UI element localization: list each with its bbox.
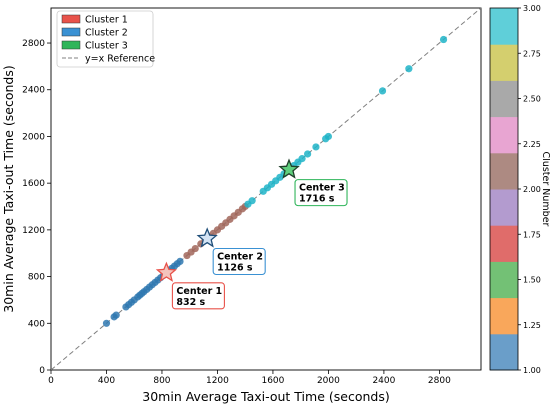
data-point-cluster-3 <box>304 150 312 158</box>
center-annotation-box <box>212 247 266 276</box>
colorbar-tick-label: 2.50 <box>523 95 541 104</box>
center-annotation-name: Center 1 <box>176 286 222 297</box>
y-tick-label: 1600 <box>22 179 45 189</box>
y-tick-label: 1200 <box>22 226 45 236</box>
colorbar-tick-label: 1.25 <box>523 321 541 330</box>
legend-box <box>56 10 154 68</box>
center-annotation-value: 832 s <box>176 297 205 308</box>
data-point-cluster-3 <box>405 65 413 73</box>
legend: Cluster 1 Cluster 2 Cluster 3 y=x Reference <box>56 10 155 68</box>
cluster-centers <box>155 158 300 282</box>
y-tick-label: 800 <box>28 273 45 283</box>
y-tick-label: 2800 <box>22 39 45 49</box>
colorbar-segment <box>490 44 518 81</box>
center-annotation-value: 1126 s <box>217 263 253 274</box>
x-axis: 0 400 800 1200 1600 2000 2400 2800 <box>48 370 451 386</box>
x-tick-label: 2800 <box>428 376 451 386</box>
cluster-center-star <box>155 261 178 282</box>
data-point-cluster-3 <box>298 155 306 163</box>
y-tick-label: 0 <box>39 366 45 376</box>
legend-label: y=x Reference <box>85 54 155 65</box>
colorbar-segment <box>490 8 518 45</box>
data-point-cluster-2 <box>191 244 199 253</box>
colorbar-segment <box>490 116 518 154</box>
colorbar-segment <box>490 261 518 299</box>
colorbar-segment <box>490 297 518 335</box>
colorbar-tick-label: 1.50 <box>523 276 541 285</box>
cluster-center-star <box>196 227 218 248</box>
data-point-cluster-1 <box>176 257 184 265</box>
legend-label: Cluster 3 <box>85 41 128 52</box>
y-tick-label: 400 <box>28 319 45 329</box>
data-point-cluster-3 <box>312 143 320 151</box>
legend-label: Cluster 1 <box>85 15 128 26</box>
legend-swatch <box>61 14 81 24</box>
x-tick-label: 0 <box>48 376 54 386</box>
colorbar-tick-label: 2.25 <box>523 140 541 149</box>
center-annotation-name: Center 2 <box>217 252 263 263</box>
y-tick-label: 2400 <box>22 86 45 96</box>
legend-swatch <box>61 27 81 37</box>
x-tick-label: 800 <box>153 376 170 386</box>
colorbar-label: Cluster Number <box>540 152 550 227</box>
y-axis-label: 30min Average Taxi-out Time (seconds) <box>1 65 16 312</box>
colorbar-tick-label: 2.00 <box>523 185 541 194</box>
x-tick-label: 400 <box>98 376 115 386</box>
legend-items: Cluster 1 Cluster 2 Cluster 3 y=x Reference <box>61 14 155 65</box>
x-tick-label: 1200 <box>206 376 229 386</box>
x-tick-label: 2400 <box>372 376 395 386</box>
legend-label: Cluster 2 <box>85 28 128 39</box>
colorbar-tick-label: 2.75 <box>523 49 541 58</box>
colorbar-segment <box>490 152 518 190</box>
data-point-cluster-1 <box>112 311 120 319</box>
x-tick-label: 1600 <box>261 376 284 386</box>
colorbar-segment <box>490 80 518 118</box>
y-tick-label: 2000 <box>22 132 45 142</box>
colorbar-segments <box>490 8 518 371</box>
colorbar-tick-label: 1.00 <box>523 366 541 375</box>
y-axis: 0 400 800 1200 1600 2000 2400 2800 <box>22 39 51 376</box>
legend-swatch <box>61 40 81 50</box>
cluster-center-star <box>278 158 300 179</box>
colorbar-tick-label: 1.75 <box>523 230 541 239</box>
data-point-cluster-3 <box>439 35 448 44</box>
data-point-cluster-3 <box>378 87 387 95</box>
data-point-cluster-1 <box>102 319 111 327</box>
x-tick-label: 2000 <box>317 376 340 386</box>
colorbar-tick-label: 3.00 <box>523 4 541 13</box>
colorbar-segment <box>490 225 518 262</box>
center-annotation-box <box>294 179 348 207</box>
center-annotation-name: Center 3 <box>299 183 345 194</box>
colorbar: 1.00 1.25 1.50 1.75 2.00 2.25 2.50 2.75 3.00 Clu… <box>489 4 550 375</box>
center-annotation-box <box>171 282 225 310</box>
data-point-cluster-3 <box>248 197 256 205</box>
colorbar-segment <box>490 333 518 371</box>
colorbar-ticks: 1.00 1.25 1.50 1.75 2.00 2.25 2.50 2.75 3.00 <box>518 4 541 375</box>
data-point-cluster-3 <box>324 132 333 141</box>
x-axis-label: 30min Average Taxi-out Time (seconds) <box>142 389 389 404</box>
colorbar-segment <box>490 189 518 226</box>
center-annotation-value: 1716 s <box>299 194 335 205</box>
